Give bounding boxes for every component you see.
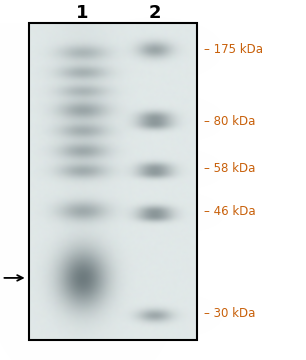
Bar	[29, 23, 197, 340]
Text: – 58 kDa: – 58 kDa	[204, 162, 256, 175]
Text: 1: 1	[76, 4, 89, 22]
Text: – 80 kDa: – 80 kDa	[204, 115, 256, 128]
Text: – 30 kDa: – 30 kDa	[204, 307, 256, 320]
Text: 2: 2	[148, 4, 161, 22]
Text: – 46 kDa: – 46 kDa	[204, 205, 256, 218]
Text: – 175 kDa: – 175 kDa	[204, 43, 263, 56]
